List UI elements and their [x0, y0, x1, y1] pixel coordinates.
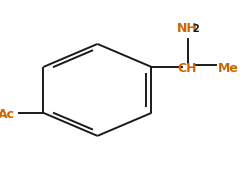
Text: NH: NH [177, 22, 198, 35]
Text: Ac: Ac [0, 108, 15, 121]
Text: 2: 2 [192, 24, 199, 34]
Text: Me: Me [218, 62, 239, 75]
Text: CH: CH [178, 62, 197, 75]
